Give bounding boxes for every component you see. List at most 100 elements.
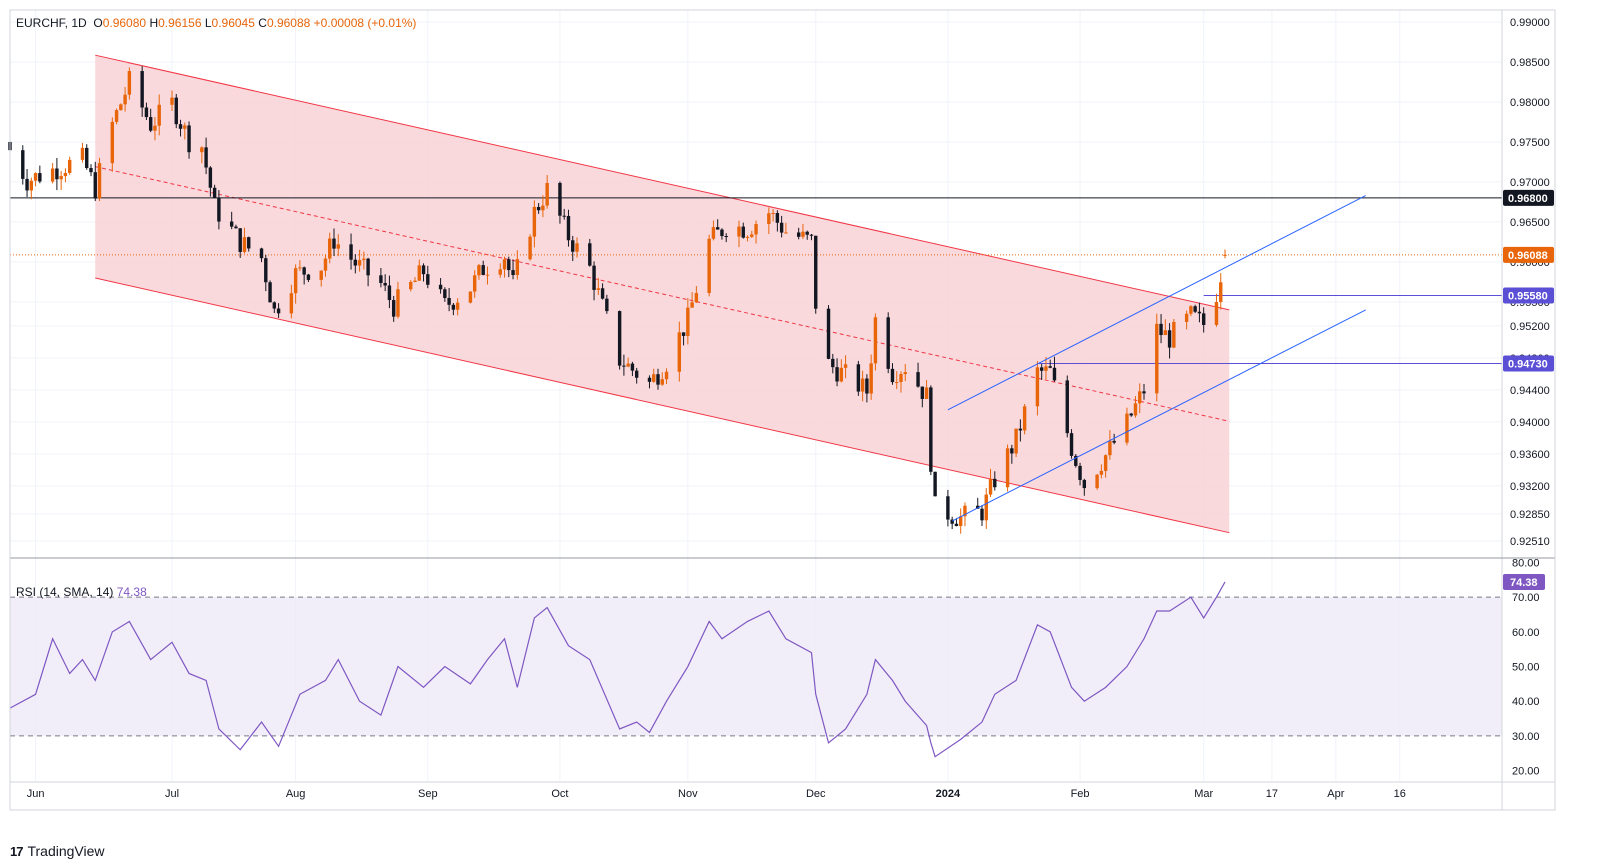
tradingview-logo-icon: 17 bbox=[10, 843, 24, 859]
candle-body bbox=[536, 206, 541, 211]
candle-body bbox=[750, 234, 754, 237]
candle-body bbox=[353, 259, 358, 266]
candle-body bbox=[1172, 321, 1176, 348]
candle-body bbox=[933, 471, 937, 497]
badge-09680 bbox=[1503, 189, 1554, 206]
candle-body bbox=[839, 367, 844, 382]
candle-body bbox=[647, 377, 652, 382]
candle-body bbox=[178, 124, 183, 129]
time-tick-label: Mar bbox=[1194, 788, 1213, 800]
candle-body bbox=[796, 232, 801, 237]
candle-body bbox=[779, 222, 784, 233]
candle-body bbox=[843, 364, 848, 368]
price-tick-label: 0.93200 bbox=[1510, 481, 1550, 493]
time-tick-label: Feb bbox=[1071, 788, 1090, 800]
horizontal-levels[interactable] bbox=[10, 197, 1502, 364]
candle-body bbox=[1108, 440, 1112, 456]
candle-body bbox=[153, 125, 157, 131]
candle-body bbox=[306, 274, 311, 280]
time-axis[interactable]: Jun Jul Aug Sep Oct Nov Dec 2024 Feb Mar 17 Apr 16 bbox=[27, 788, 1406, 800]
candle-body bbox=[775, 212, 780, 223]
candle-body bbox=[114, 110, 119, 122]
candle-body bbox=[97, 163, 102, 199]
candle-body bbox=[502, 259, 507, 270]
candle-body bbox=[234, 226, 238, 229]
candle-body bbox=[873, 317, 878, 364]
candle-body bbox=[212, 187, 217, 199]
candle-body bbox=[1078, 465, 1082, 480]
candle-body bbox=[571, 240, 575, 252]
open-value: 0.96080 bbox=[102, 16, 147, 30]
candle-body bbox=[447, 297, 451, 305]
candle-body bbox=[1099, 470, 1104, 475]
descending-channel[interactable] bbox=[95, 54, 1230, 534]
candle-body bbox=[366, 258, 370, 276]
candle-body bbox=[302, 267, 306, 275]
time-tick-label: 2024 bbox=[936, 788, 961, 800]
candle-body bbox=[472, 275, 477, 292]
rsi-tick-label: 40.00 bbox=[1512, 696, 1540, 708]
candle-body bbox=[711, 227, 716, 239]
candle-body bbox=[856, 364, 861, 392]
candle-body bbox=[681, 332, 686, 336]
candle-body bbox=[183, 125, 187, 129]
candle-body bbox=[741, 226, 745, 238]
candle-body bbox=[605, 298, 609, 312]
candle-body bbox=[532, 206, 537, 237]
candle-body bbox=[528, 236, 532, 260]
rsi-label[interactable]: RSI (14, SMA, 14) bbox=[16, 585, 114, 599]
price-tick-label: 0.96500 bbox=[1510, 217, 1550, 229]
price-tick-label: 0.94400 bbox=[1510, 385, 1550, 397]
candle-body bbox=[208, 167, 213, 188]
candle-body bbox=[993, 478, 997, 488]
price-axis[interactable]: 0.99000 0.98500 0.98000 0.97500 0.97000 0.965… bbox=[1510, 17, 1550, 548]
candle-body bbox=[835, 367, 839, 382]
candle-body bbox=[319, 270, 323, 280]
symbol-name[interactable]: EURCHF bbox=[16, 16, 65, 30]
candle-body bbox=[1018, 428, 1023, 431]
candle-body bbox=[50, 168, 55, 182]
price-tick-label: 0.93600 bbox=[1510, 449, 1550, 461]
candle-body bbox=[715, 227, 720, 230]
candle-body bbox=[1197, 311, 1202, 314]
candle-body bbox=[694, 293, 699, 303]
close-label: C bbox=[258, 16, 267, 30]
candle-body bbox=[349, 244, 353, 260]
candle-body bbox=[123, 94, 127, 105]
tradingview-brand[interactable]: 17 TradingView bbox=[10, 843, 105, 859]
candle-body bbox=[417, 265, 421, 281]
candle-body bbox=[515, 259, 520, 276]
candle-body bbox=[1052, 367, 1057, 381]
rsi-axis[interactable]: 80.00 70.00 60.00 50.00 40.00 30.00 20.00 bbox=[1512, 557, 1540, 777]
chart-frame bbox=[9, 9, 1556, 811]
candle-body bbox=[200, 147, 204, 153]
candle-body bbox=[1048, 366, 1052, 368]
trend-line-upper bbox=[947, 195, 1366, 411]
candle-body bbox=[259, 248, 264, 259]
candle-body bbox=[25, 178, 29, 191]
timeframe[interactable]: 1D bbox=[71, 16, 87, 30]
candle-body bbox=[409, 281, 413, 290]
rising-trend-lines[interactable] bbox=[947, 195, 1366, 522]
candle-body bbox=[562, 215, 566, 217]
low-label: L bbox=[204, 16, 212, 30]
price-tick-label: 0.97000 bbox=[1510, 177, 1550, 189]
candle-body bbox=[634, 370, 639, 378]
candle-body bbox=[293, 268, 298, 294]
candle-body bbox=[801, 231, 805, 237]
high-label: H bbox=[149, 16, 159, 30]
badge-rsi-label: 74.38 bbox=[1510, 577, 1538, 589]
candle-body bbox=[421, 265, 426, 275]
candle-body bbox=[1193, 306, 1197, 312]
candlestick-series bbox=[8, 66, 1227, 534]
candle-body bbox=[1189, 306, 1193, 314]
candle-body bbox=[238, 228, 242, 252]
rsi-line bbox=[9, 581, 1226, 758]
candle-body bbox=[1014, 428, 1018, 454]
candle-body bbox=[809, 234, 814, 236]
candle-body bbox=[1069, 433, 1074, 456]
candle-body bbox=[426, 274, 430, 285]
candle-body bbox=[328, 238, 332, 259]
price-tick-label: 0.97500 bbox=[1510, 137, 1550, 149]
